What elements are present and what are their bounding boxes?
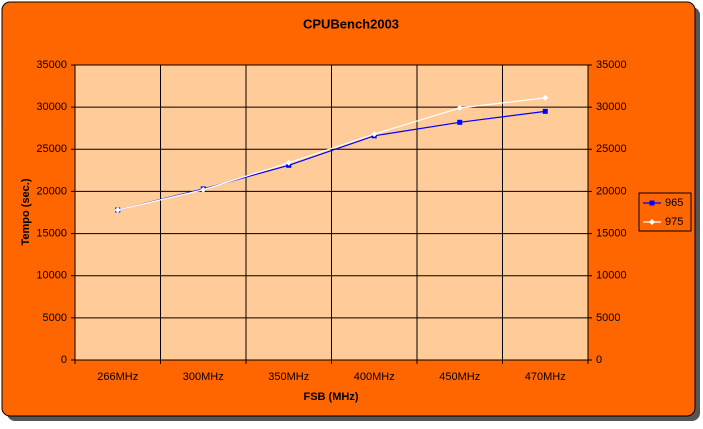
marker [542,108,548,114]
y2-tick-label: 35000 [596,59,627,71]
y-tick-label: 15000 [36,227,67,239]
marker [114,206,121,213]
marker [456,104,463,111]
series-line [117,110,546,211]
y-tick-label: 0 [61,354,67,366]
marker [457,119,463,125]
marker [649,200,655,206]
y-tick-label: 30000 [36,101,67,113]
legend-box [638,192,692,232]
x-tick-label: 350MHz [268,371,309,383]
x-tick-label: 266MHz [97,371,138,383]
y2-tick-label: 15000 [596,227,627,239]
x-axis-label: FSB (MHz) [304,391,359,403]
y-tick-label: 35000 [36,59,67,71]
marker [200,186,207,193]
x-tick-label: 400MHz [354,371,395,383]
y2-tick-label: 0 [596,354,602,366]
x-tick-label: 450MHz [439,371,480,383]
y-tick-label: 25000 [36,143,67,155]
y2-tick-label: 30000 [596,101,627,113]
chart-title: CPUBench2003 [303,16,399,31]
x-tick-label: 470MHz [525,371,566,383]
y-tick-label: 10000 [36,270,67,282]
legend-label: 965 [665,197,683,209]
x-tick-label: 300MHz [183,371,224,383]
y-tick-label: 5000 [43,312,67,324]
legend-label: 975 [665,216,683,228]
marker [649,219,655,225]
y-tick-label: 20000 [36,185,67,197]
marker [542,94,549,101]
series-line [117,97,546,211]
y2-tick-label: 10000 [596,270,627,282]
marker [285,159,292,166]
y2-tick-label: 20000 [596,185,627,197]
y-axis-label: Tempo (sec.) [20,178,32,245]
plot-border [74,64,589,361]
marker [371,131,378,138]
y2-tick-label: 5000 [596,312,620,324]
y2-tick-label: 25000 [596,143,627,155]
